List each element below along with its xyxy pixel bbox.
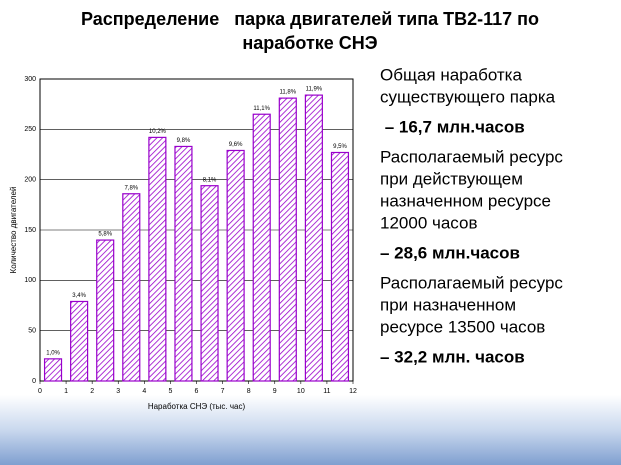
bar-label: 9,8% xyxy=(177,138,191,144)
bar-label: 11,9% xyxy=(306,87,323,93)
info-text: Располагаемый ресурс xyxy=(380,147,563,166)
y-tick-label: 100 xyxy=(24,277,36,284)
info-text: Располагаемый ресурс xyxy=(380,273,563,292)
bar xyxy=(70,300,89,382)
info-text: Общая наработка xyxy=(380,65,522,84)
x-tick-label: 9 xyxy=(273,388,277,395)
bar xyxy=(278,97,297,382)
bar xyxy=(330,151,350,382)
x-tick-label: 11 xyxy=(323,388,330,395)
bar-label: 11,1% xyxy=(253,106,270,112)
x-tick-label: 4 xyxy=(142,388,146,395)
x-tick-label: 2 xyxy=(90,388,94,395)
y-tick-label: 250 xyxy=(24,126,36,133)
bar-label: 5,8% xyxy=(98,232,112,238)
x-tick-label: 7 xyxy=(221,388,225,395)
bar-label: 9,6% xyxy=(229,142,243,148)
info-text: назначенном ресурсе xyxy=(380,191,551,210)
x-tick-label: 8 xyxy=(247,388,251,395)
y-tick-label: 0 xyxy=(32,378,36,385)
bar-label: 8,1% xyxy=(203,177,217,183)
info-text: – 32,2 млн. часов xyxy=(380,347,525,366)
bar-label: 1,0% xyxy=(46,350,60,356)
x-tick-label: 10 xyxy=(297,388,305,395)
x-axis-title: Наработка СНЭ (тыс. час) xyxy=(148,402,246,411)
bar xyxy=(122,193,141,382)
info-text: ресурсе 13500 часов xyxy=(380,317,545,336)
y-tick-label: 150 xyxy=(24,227,36,234)
bar xyxy=(226,149,245,382)
y-tick-label: 300 xyxy=(24,76,36,83)
bar xyxy=(174,145,193,382)
y-tick-label: 50 xyxy=(28,328,36,335)
info-text: при действующем xyxy=(380,169,523,188)
chart-title: Распределение парка двигателей типа ТВ2-… xyxy=(81,9,539,29)
bar xyxy=(304,94,323,382)
info-text: – 28,6 млн.часов xyxy=(380,243,520,262)
bar xyxy=(148,136,167,382)
x-tick-label: 0 xyxy=(38,388,42,395)
info-text: существующего парка xyxy=(380,87,556,106)
x-tick-label: 6 xyxy=(195,388,199,395)
bar-label: 3,4% xyxy=(72,293,86,299)
x-tick-label: 12 xyxy=(349,388,357,395)
bar xyxy=(96,239,115,382)
bar xyxy=(200,185,219,382)
bar-label: 11,8% xyxy=(280,90,297,96)
bar xyxy=(252,113,271,382)
x-tick-label: 1 xyxy=(64,388,68,395)
y-tick-label: 200 xyxy=(24,177,36,184)
chart-title: наработке СНЭ xyxy=(242,33,377,53)
info-text: при назначенном xyxy=(380,295,516,314)
bar-label: 7,8% xyxy=(124,185,138,191)
y-axis-title: Количество двигателей xyxy=(9,187,18,274)
info-text: – 16,7 млн.часов xyxy=(380,117,525,136)
x-tick-label: 5 xyxy=(168,388,172,395)
bar-label: 10,2% xyxy=(149,129,167,135)
bar-label: 9,5% xyxy=(333,144,347,150)
x-tick-label: 3 xyxy=(116,388,120,395)
info-text: 12000 часов xyxy=(380,213,477,232)
bar xyxy=(43,358,63,382)
